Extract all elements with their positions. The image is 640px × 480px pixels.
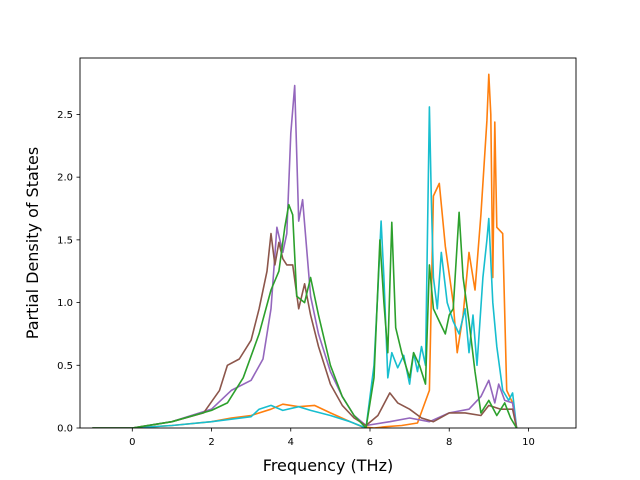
series-line-5	[91, 203, 518, 428]
series-line-3	[91, 84, 518, 428]
y-tick-label: 2.0	[57, 173, 73, 184]
y-tick-label: 0.0	[57, 424, 73, 435]
y-tick-label: 2.5	[57, 110, 73, 121]
x-axis-label: Frequency (THz)	[263, 456, 393, 475]
y-tick-label: 0.5	[57, 361, 73, 372]
y-axis: 0.0 0.5 1.0 1.5 2.0 2.5	[57, 110, 80, 435]
x-tick-label: 4	[288, 437, 294, 448]
x-tick-label: 0	[129, 437, 135, 448]
series-layer	[91, 73, 518, 428]
y-tick-label: 1.0	[57, 298, 73, 309]
series-line-4	[91, 232, 518, 428]
plot-frame	[79, 57, 577, 429]
x-tick-label: 8	[446, 437, 452, 448]
series-line-1	[91, 73, 518, 428]
series-line-2	[91, 106, 518, 428]
y-tick-label: 1.5	[57, 235, 73, 246]
x-tick-label: 2	[208, 437, 214, 448]
x-tick-label: 6	[367, 437, 373, 448]
x-axis: 0 2 4 6 8 10	[129, 428, 535, 448]
x-tick-label: 10	[522, 437, 535, 448]
y-axis-label: Partial Density of States	[23, 147, 42, 339]
